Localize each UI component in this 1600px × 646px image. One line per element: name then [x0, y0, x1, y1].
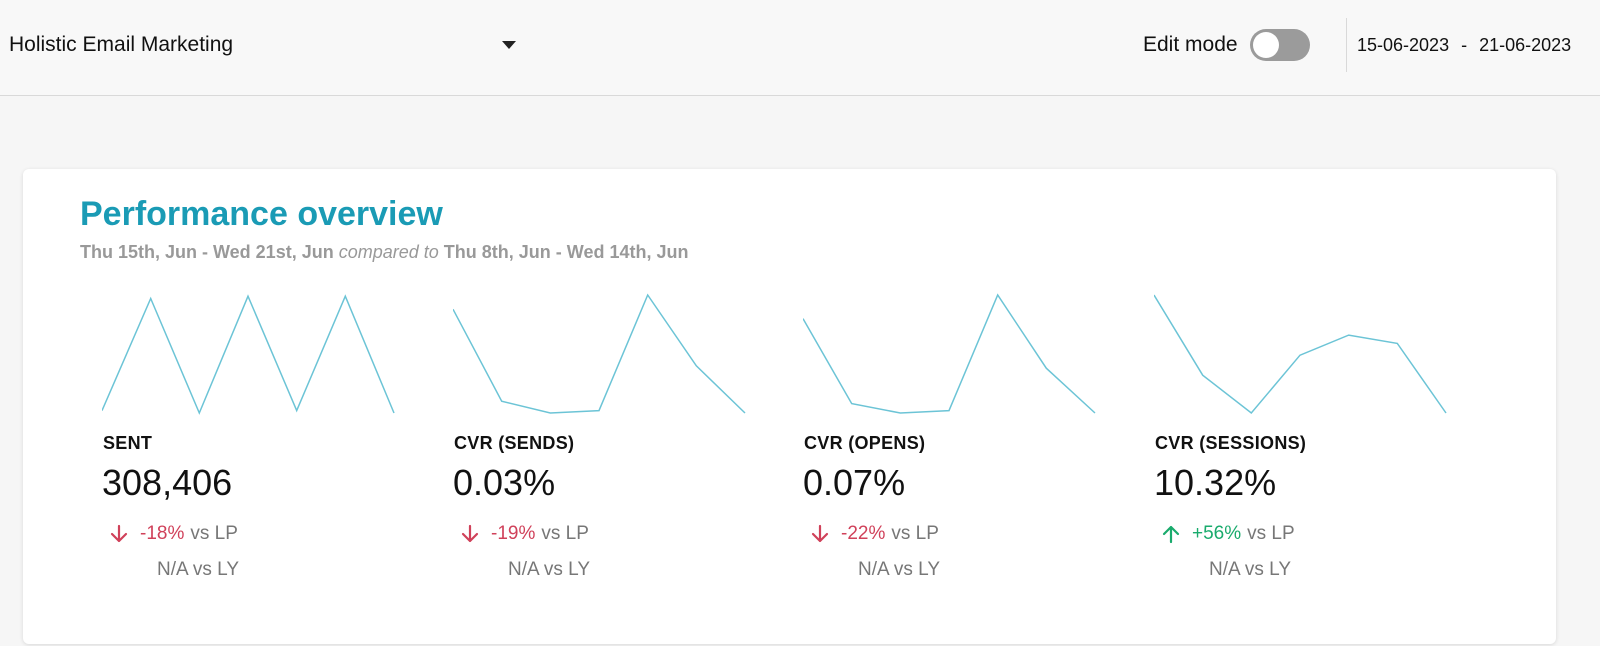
delta-value: -18%: [140, 523, 185, 544]
sparkline-chart: [803, 293, 1096, 414]
delta-suffix: vs LP: [541, 523, 589, 544]
metric-tile: CVR (SENDS) 0.03% -19% vs LP N/A vs LY: [453, 289, 763, 589]
delta-suffix: vs LP: [190, 523, 238, 544]
date-separator: -: [1461, 34, 1468, 55]
delta-vs-lp: -19% vs LP: [459, 523, 589, 545]
metric-value: 0.03%: [453, 462, 556, 503]
performance-overview-card: Performance overview Thu 15th, Jun - Wed…: [23, 169, 1556, 644]
sparkline-line: [453, 293, 746, 414]
top-bar: Holistic Email Marketing Edit mode 15-06…: [0, 0, 1600, 96]
card-title: Performance overview: [80, 195, 443, 233]
header-divider: [1346, 18, 1347, 72]
arrow-down-icon: [811, 524, 829, 543]
delta-vs-ly: N/A vs LY: [858, 559, 941, 580]
delta-value: -19%: [491, 523, 536, 544]
metric-tile: CVR (SESSIONS) 10.32% +56% vs LP N/A vs LY: [1154, 289, 1464, 589]
delta-vs-lp: -18% vs LP: [108, 523, 238, 545]
arrow-down-icon: [461, 524, 479, 543]
metric-tile: SENT 308,406 -18% vs LP N/A vs LY: [102, 289, 412, 589]
sparkline-chart: [1154, 294, 1447, 415]
edit-mode-control: Edit mode: [1143, 26, 1310, 64]
dashboard-selector-label: Holistic Email Marketing: [9, 33, 234, 56]
sparkline-line: [803, 293, 1096, 414]
date-range-picker[interactable]: 15-06-2023 - 21-06-2023: [1357, 26, 1571, 64]
sparkline-line: [102, 294, 395, 415]
period-previous: Thu 8th, Jun - Wed 14th, Jun: [443, 242, 689, 262]
delta-vs-ly: N/A vs LY: [1209, 559, 1292, 580]
sparkline-chart: [453, 293, 746, 414]
metric-tile: CVR (OPENS) 0.07% -22% vs LP N/A vs LY: [803, 289, 1113, 589]
metric-name: SENT: [103, 433, 153, 453]
delta-vs-ly: N/A vs LY: [157, 559, 240, 580]
delta-vs-lp: -22% vs LP: [809, 523, 939, 545]
metric-name: CVR (SESSIONS): [1155, 433, 1307, 453]
sparkline-chart: [102, 294, 395, 415]
metric-value: 0.07%: [803, 462, 906, 503]
metric-value: 10.32%: [1154, 462, 1277, 503]
delta-suffix: vs LP: [1247, 523, 1295, 544]
delta-value: +56%: [1192, 523, 1242, 544]
metric-value: 308,406: [102, 462, 233, 503]
metric-name: CVR (SENDS): [454, 433, 575, 453]
arrow-down-icon: [110, 524, 128, 543]
caret-down-icon[interactable]: [502, 41, 516, 49]
card-subtitle: Thu 15th, Jun - Wed 21st, Jun compared t…: [80, 242, 688, 263]
edit-mode-toggle[interactable]: [1249, 29, 1310, 61]
date-from: 15-06-2023: [1357, 34, 1450, 55]
compared-to-text: compared to: [338, 242, 439, 262]
delta-vs-ly: N/A vs LY: [508, 559, 591, 580]
sparkline-line: [1154, 294, 1447, 415]
delta-suffix: vs LP: [891, 523, 939, 544]
dashboard-selector[interactable]: Holistic Email Marketing: [9, 26, 516, 64]
date-to: 21-06-2023: [1479, 34, 1572, 55]
metric-name: CVR (OPENS): [804, 433, 926, 453]
delta-vs-lp: +56% vs LP: [1160, 523, 1295, 545]
period-current: Thu 15th, Jun - Wed 21st, Jun: [80, 242, 334, 262]
arrow-up-icon: [1162, 525, 1180, 544]
edit-mode-label: Edit mode: [1143, 33, 1238, 56]
toggle-knob: [1252, 32, 1279, 58]
delta-value: -22%: [841, 523, 886, 544]
